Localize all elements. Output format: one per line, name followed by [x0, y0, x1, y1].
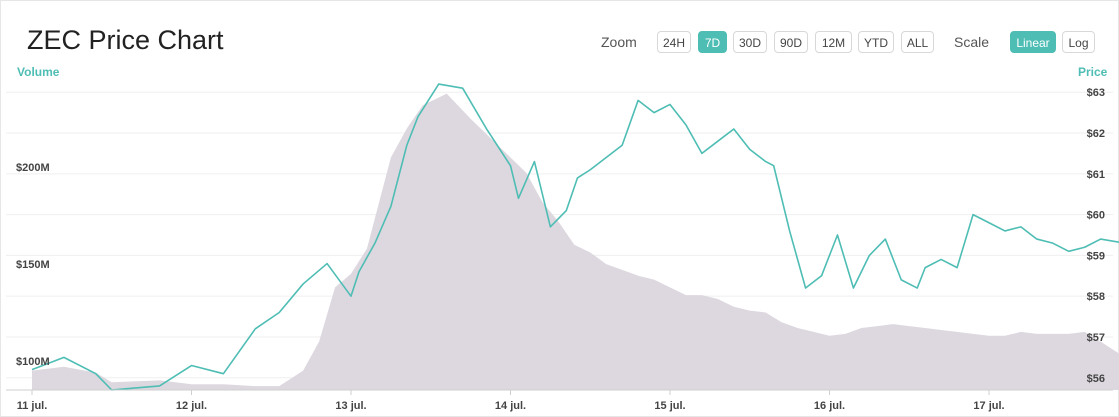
- price-tick-label: $62: [1087, 128, 1105, 140]
- x-tick-label: 12 jul.: [176, 400, 207, 412]
- price-axis-title: Price: [1078, 65, 1108, 79]
- zoom-90d-button[interactable]: 90D: [774, 31, 808, 53]
- price-line: [31, 83, 1119, 391]
- price-tick-label: $60: [1087, 210, 1105, 222]
- scale-linear-button[interactable]: Linear: [1010, 31, 1056, 53]
- x-tick-label: 15 jul.: [654, 400, 685, 412]
- zoom-30d-button[interactable]: 30D: [733, 31, 767, 53]
- volume-area: [32, 93, 1119, 390]
- volume-tick-label: $150M: [16, 259, 50, 271]
- zoom-7d-button[interactable]: 7D: [698, 31, 727, 53]
- volume-tick-label: $200M: [16, 162, 50, 174]
- x-tick-label: 17 jul.: [973, 400, 1004, 412]
- price-tick-label: $58: [1087, 291, 1105, 303]
- scale-label: Scale: [954, 34, 990, 50]
- zoom-all-button[interactable]: ALL: [901, 31, 934, 53]
- zoom-12m-button[interactable]: 12M: [815, 31, 852, 53]
- x-tick-label: 13 jul.: [335, 400, 366, 412]
- volume-tick-label: $100M: [16, 356, 50, 368]
- price-tick-label: $59: [1087, 250, 1105, 262]
- zoom-ytd-button[interactable]: YTD: [858, 31, 894, 53]
- price-tick-label: $56: [1087, 373, 1105, 385]
- zoom-label: Zoom: [601, 34, 637, 50]
- x-tick-label: 14 jul.: [495, 400, 526, 412]
- x-tick-label: 16 jul.: [814, 400, 845, 412]
- scale-log-button[interactable]: Log: [1062, 31, 1095, 53]
- zoom-24h-button[interactable]: 24H: [657, 31, 691, 53]
- x-tick-label: 11 jul.: [17, 400, 48, 412]
- volume-axis-title: Volume: [17, 65, 60, 79]
- chart-title: ZEC Price Chart: [27, 25, 224, 55]
- price-tick-label: $57: [1087, 332, 1105, 344]
- price-tick-label: $63: [1087, 87, 1105, 99]
- price-tick-label: $61: [1087, 169, 1105, 181]
